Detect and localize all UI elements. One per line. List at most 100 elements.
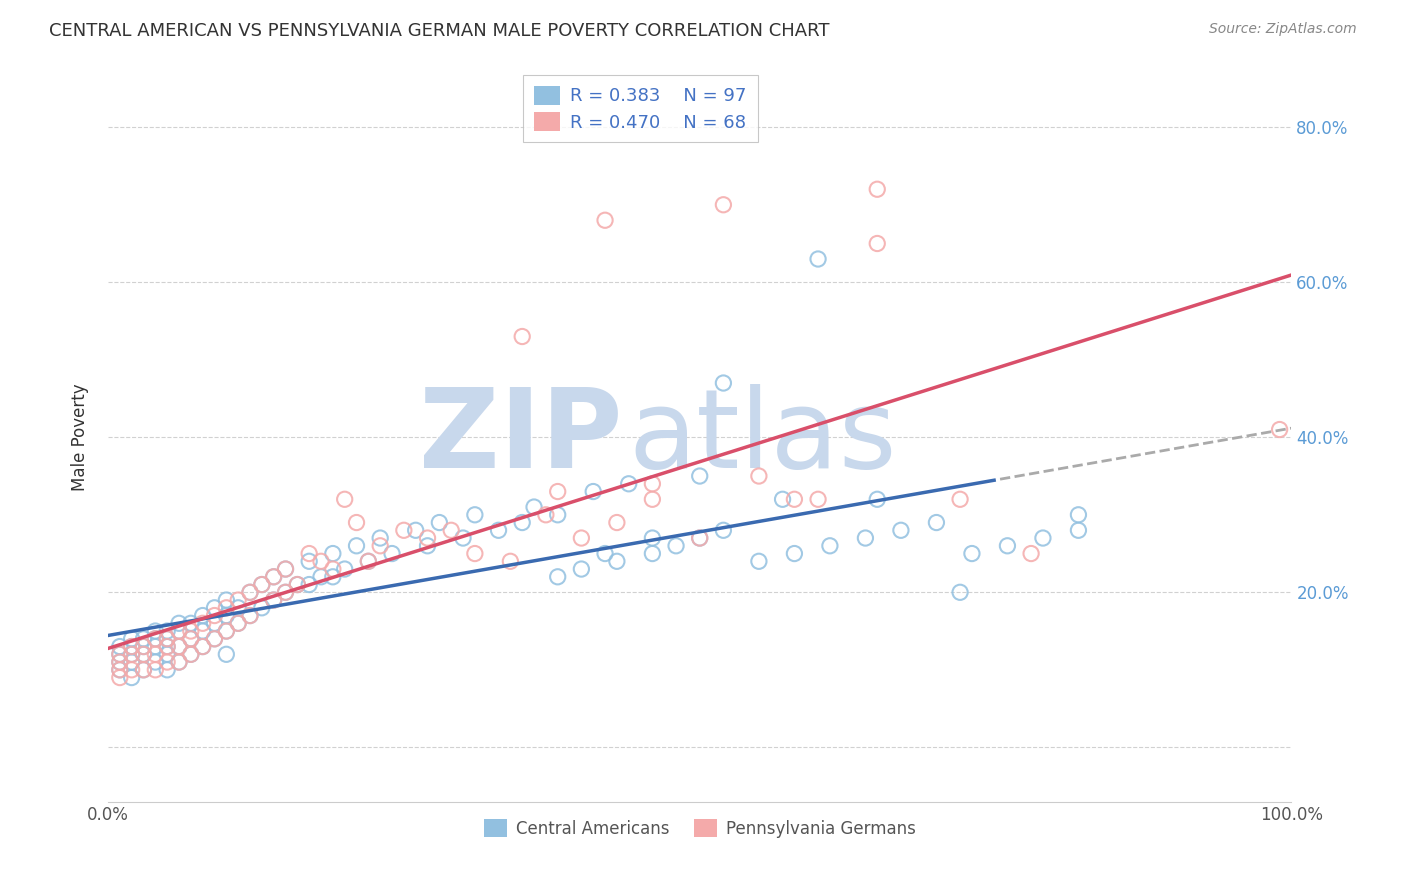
Point bbox=[274, 585, 297, 599]
Point bbox=[523, 500, 546, 514]
Point bbox=[855, 531, 877, 545]
Point bbox=[405, 523, 427, 537]
Point bbox=[108, 655, 131, 669]
Point bbox=[1268, 423, 1291, 437]
Point bbox=[593, 213, 616, 227]
Point bbox=[108, 663, 131, 677]
Point bbox=[143, 632, 166, 646]
Point bbox=[180, 632, 202, 646]
Point bbox=[108, 640, 131, 654]
Point bbox=[547, 570, 569, 584]
Point bbox=[960, 547, 983, 561]
Point bbox=[204, 608, 226, 623]
Point bbox=[368, 531, 391, 545]
Point bbox=[204, 632, 226, 646]
Point bbox=[156, 632, 179, 646]
Point bbox=[866, 182, 889, 196]
Point bbox=[167, 655, 190, 669]
Point bbox=[132, 663, 155, 677]
Point bbox=[121, 671, 143, 685]
Point bbox=[156, 640, 179, 654]
Point bbox=[569, 531, 592, 545]
Point bbox=[108, 648, 131, 662]
Point bbox=[925, 516, 948, 530]
Point bbox=[488, 523, 510, 537]
Point bbox=[689, 531, 711, 545]
Point bbox=[143, 624, 166, 638]
Point bbox=[215, 608, 238, 623]
Point bbox=[807, 252, 830, 266]
Point bbox=[121, 663, 143, 677]
Point bbox=[1019, 547, 1042, 561]
Text: atlas: atlas bbox=[628, 384, 897, 491]
Point bbox=[143, 648, 166, 662]
Text: ZIP: ZIP bbox=[419, 384, 623, 491]
Point bbox=[180, 616, 202, 631]
Point bbox=[641, 547, 664, 561]
Point bbox=[143, 640, 166, 654]
Point bbox=[167, 624, 190, 638]
Point bbox=[285, 577, 308, 591]
Point bbox=[866, 492, 889, 507]
Point bbox=[274, 562, 297, 576]
Point bbox=[167, 624, 190, 638]
Point bbox=[132, 648, 155, 662]
Point bbox=[167, 616, 190, 631]
Point bbox=[510, 516, 533, 530]
Point bbox=[274, 585, 297, 599]
Point bbox=[866, 236, 889, 251]
Point bbox=[132, 663, 155, 677]
Point bbox=[818, 539, 841, 553]
Point bbox=[239, 585, 262, 599]
Point bbox=[132, 640, 155, 654]
Point bbox=[239, 585, 262, 599]
Point bbox=[309, 554, 332, 568]
Point bbox=[121, 648, 143, 662]
Point bbox=[263, 593, 285, 607]
Point bbox=[191, 616, 214, 631]
Point bbox=[226, 616, 249, 631]
Point bbox=[263, 593, 285, 607]
Point bbox=[239, 608, 262, 623]
Point bbox=[593, 547, 616, 561]
Point bbox=[772, 492, 794, 507]
Point bbox=[285, 577, 308, 591]
Point bbox=[689, 531, 711, 545]
Y-axis label: Male Poverty: Male Poverty bbox=[72, 384, 89, 491]
Point bbox=[298, 547, 321, 561]
Point bbox=[569, 562, 592, 576]
Point bbox=[156, 648, 179, 662]
Point bbox=[582, 484, 605, 499]
Point bbox=[510, 329, 533, 343]
Point bbox=[309, 570, 332, 584]
Point bbox=[156, 640, 179, 654]
Point bbox=[121, 648, 143, 662]
Point bbox=[156, 663, 179, 677]
Point bbox=[180, 632, 202, 646]
Point bbox=[167, 640, 190, 654]
Text: Source: ZipAtlas.com: Source: ZipAtlas.com bbox=[1209, 22, 1357, 37]
Point bbox=[298, 554, 321, 568]
Point bbox=[108, 655, 131, 669]
Point bbox=[143, 632, 166, 646]
Point bbox=[121, 655, 143, 669]
Point bbox=[606, 554, 628, 568]
Point bbox=[191, 640, 214, 654]
Point bbox=[499, 554, 522, 568]
Point bbox=[346, 539, 368, 553]
Point bbox=[890, 523, 912, 537]
Point bbox=[226, 600, 249, 615]
Point bbox=[783, 547, 806, 561]
Point bbox=[108, 671, 131, 685]
Point bbox=[215, 600, 238, 615]
Point bbox=[322, 562, 344, 576]
Point bbox=[156, 624, 179, 638]
Point bbox=[333, 562, 356, 576]
Point bbox=[689, 469, 711, 483]
Point bbox=[617, 476, 640, 491]
Point bbox=[156, 655, 179, 669]
Point bbox=[191, 608, 214, 623]
Point bbox=[665, 539, 688, 553]
Point bbox=[748, 554, 770, 568]
Point bbox=[274, 562, 297, 576]
